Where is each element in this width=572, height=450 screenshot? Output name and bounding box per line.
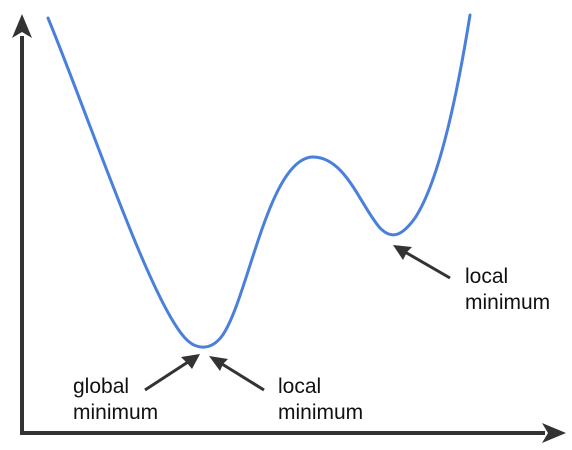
local-min-bottom-arrowhead: [209, 356, 228, 371]
global-minimum-label-line1: global: [73, 375, 130, 398]
local-minimum-bottom-label-line1: local: [278, 375, 322, 398]
x-axis-arrowhead: [542, 423, 566, 443]
local-minimum-bottom-label-line2: minimum: [278, 401, 364, 424]
local-min-right-arrowhead: [393, 245, 412, 260]
y-axis-arrowhead: [12, 14, 32, 38]
global-min-arrow-line: [144, 360, 189, 392]
local-min-bottom-arrow-line: [221, 362, 265, 392]
local-min-right-arrow-line: [404, 250, 451, 280]
local-minimum-right-label-line1: local: [465, 265, 509, 288]
loss-curve: [46, 13, 472, 349]
global-min-arrowhead: [181, 354, 200, 369]
global-minimum-label-line2: minimum: [73, 401, 159, 424]
local-minimum-bottom-label: local minimum: [278, 374, 363, 426]
global-minimum-label: global minimum: [73, 374, 158, 426]
local-minimum-right-label: local minimum: [465, 264, 550, 316]
local-minimum-right-label-line2: minimum: [465, 291, 551, 314]
